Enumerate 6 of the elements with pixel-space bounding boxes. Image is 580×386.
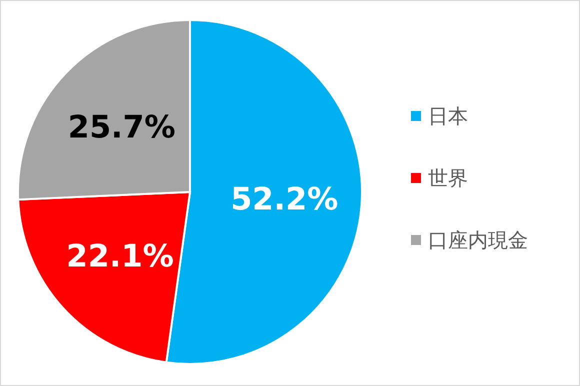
data-label: 52.2% — [230, 182, 338, 218]
data-label: 22.1% — [66, 238, 174, 275]
legend-label: 口座内現金 — [428, 228, 528, 252]
legend-label: 日本 — [428, 104, 468, 128]
data-label: 25.7% — [68, 110, 176, 146]
legend-label: 世界 — [428, 166, 468, 190]
